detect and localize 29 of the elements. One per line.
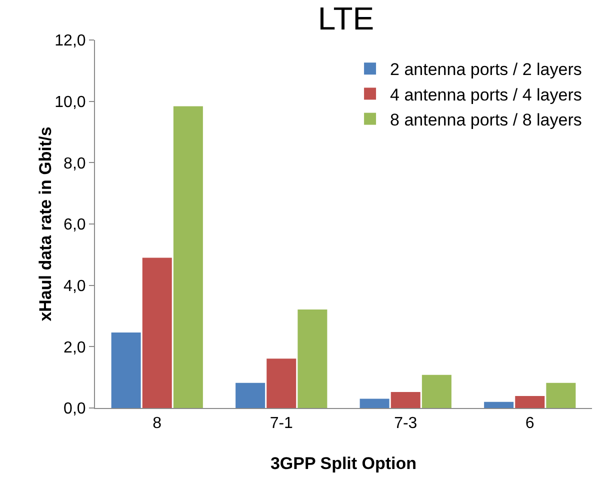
y-tick-label: 8,0 bbox=[64, 155, 86, 172]
bar bbox=[142, 258, 172, 408]
bar bbox=[298, 310, 328, 408]
bar bbox=[236, 382, 266, 408]
legend-label: 8 antenna ports / 8 layers bbox=[390, 110, 582, 130]
bar bbox=[266, 358, 296, 408]
x-axis-title: 3GPP Split Option bbox=[270, 454, 417, 473]
y-tick-label: 4,0 bbox=[64, 278, 86, 295]
y-tick-label: 12,0 bbox=[54, 32, 86, 50]
legend-label: 4 antenna ports / 4 layers bbox=[390, 85, 582, 104]
y-axis-title: xHaul data rate in Gbit/s bbox=[36, 126, 55, 322]
y-tick-label: 10,0 bbox=[54, 94, 86, 111]
bar bbox=[390, 392, 420, 408]
bar bbox=[422, 374, 452, 408]
legend-label: 2 antenna ports / 2 layers bbox=[390, 60, 582, 80]
y-tick-label: 6,0 bbox=[64, 216, 86, 234]
bar bbox=[515, 396, 545, 408]
y-tick-label: 2,0 bbox=[64, 339, 86, 356]
x-tick-label: 6 bbox=[525, 415, 534, 432]
bar bbox=[111, 332, 141, 408]
x-tick-label: 7-3 bbox=[394, 415, 418, 432]
bar bbox=[173, 106, 203, 408]
bar bbox=[546, 382, 576, 408]
chart-title: LTE bbox=[318, 0, 374, 37]
bar bbox=[360, 398, 390, 408]
y-tick-label: 0,0 bbox=[64, 400, 86, 418]
bar bbox=[484, 402, 514, 408]
x-tick-label: 7-1 bbox=[270, 415, 294, 432]
x-tick-label: 8 bbox=[152, 415, 162, 432]
